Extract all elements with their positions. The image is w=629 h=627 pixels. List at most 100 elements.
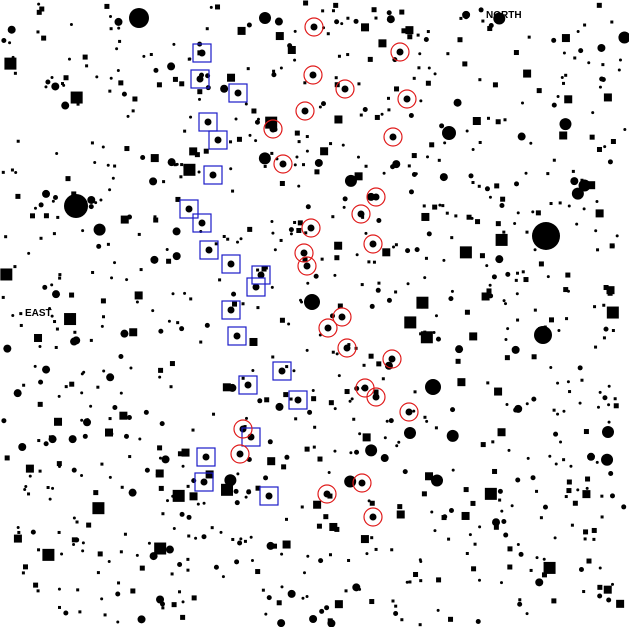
star	[364, 164, 368, 168]
star	[471, 147, 475, 151]
star	[85, 64, 89, 68]
star	[55, 327, 59, 331]
star	[283, 392, 289, 398]
star	[607, 159, 613, 165]
star	[71, 467, 77, 473]
star	[575, 222, 579, 226]
star	[600, 494, 604, 498]
star	[27, 251, 31, 255]
star	[42, 284, 48, 290]
star	[457, 37, 463, 43]
star	[404, 316, 417, 329]
star	[222, 383, 231, 392]
star	[372, 393, 380, 401]
star	[167, 319, 171, 323]
star	[267, 457, 276, 466]
star	[477, 578, 481, 582]
bright-star	[534, 326, 552, 344]
star	[156, 82, 162, 88]
star	[535, 556, 539, 560]
star	[81, 549, 85, 553]
star	[562, 409, 566, 413]
star	[86, 418, 90, 422]
blue-square-marker	[221, 254, 241, 274]
star	[354, 449, 360, 455]
star	[189, 115, 193, 119]
star	[222, 234, 226, 238]
star	[610, 138, 616, 144]
star	[331, 350, 335, 354]
star	[115, 47, 119, 51]
star	[582, 207, 586, 211]
star	[487, 26, 493, 32]
star	[320, 257, 324, 261]
star	[492, 468, 498, 474]
star	[326, 32, 330, 36]
star	[44, 85, 48, 89]
star	[337, 374, 341, 378]
star	[93, 161, 97, 165]
star	[16, 525, 20, 529]
star	[337, 303, 343, 309]
star	[531, 396, 537, 402]
star	[515, 477, 521, 483]
star	[503, 118, 507, 122]
star	[481, 292, 490, 301]
star	[244, 495, 248, 499]
star	[505, 271, 511, 277]
star	[300, 249, 308, 257]
star	[58, 605, 62, 609]
star	[388, 418, 394, 424]
star	[466, 214, 472, 220]
star	[413, 571, 419, 577]
star	[597, 43, 606, 52]
star	[103, 613, 107, 617]
star	[171, 602, 177, 608]
star	[144, 467, 150, 473]
star	[459, 246, 472, 259]
star	[257, 398, 263, 404]
star	[419, 99, 423, 103]
star	[316, 523, 322, 529]
star	[399, 9, 405, 15]
star	[386, 10, 392, 16]
star	[36, 30, 40, 34]
star	[324, 324, 332, 332]
star	[194, 152, 200, 158]
star	[408, 113, 414, 119]
star	[313, 425, 317, 429]
star	[517, 132, 526, 141]
star	[533, 308, 537, 312]
star	[22, 564, 28, 570]
star	[517, 601, 523, 607]
star	[270, 151, 274, 155]
star	[531, 210, 535, 214]
star	[357, 82, 361, 86]
star	[175, 162, 179, 166]
star	[518, 598, 522, 602]
star	[189, 147, 198, 156]
star	[257, 271, 265, 279]
star	[593, 305, 597, 309]
star	[367, 56, 373, 62]
star	[561, 34, 570, 43]
star	[284, 517, 288, 521]
star	[33, 582, 39, 588]
star	[390, 548, 394, 552]
star	[58, 464, 62, 468]
star	[173, 163, 177, 167]
star	[74, 338, 78, 342]
star	[256, 306, 260, 310]
star	[246, 67, 250, 71]
star	[281, 464, 287, 470]
star	[302, 257, 308, 263]
star	[13, 534, 22, 543]
red-circle-marker	[317, 484, 337, 504]
star	[38, 469, 42, 473]
star	[285, 365, 289, 369]
star	[471, 181, 475, 185]
star	[419, 332, 423, 336]
red-circle-marker	[363, 507, 383, 527]
star	[598, 85, 602, 89]
star	[54, 417, 63, 426]
